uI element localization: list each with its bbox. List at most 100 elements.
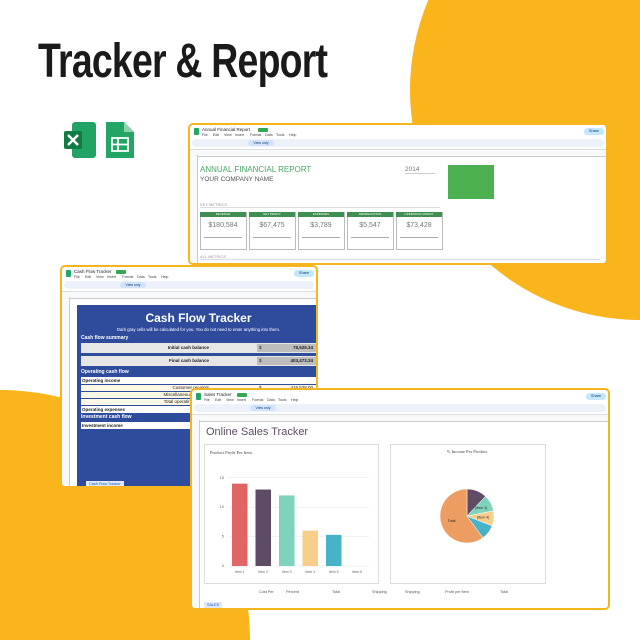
menu-item[interactable]: Edit: [215, 398, 222, 402]
column-header: [190, 149, 606, 157]
slice-label: Total: [448, 519, 456, 523]
tracker-title: Online Sales Tracker: [206, 426, 309, 438]
sheet-tab[interactable]: Cash Flow Tracker: [86, 481, 124, 486]
spreadsheet-window: Annual Financial Report File Edit View Inser…: [188, 123, 608, 265]
row-label: Initial cash balance: [167, 345, 209, 350]
menu-item[interactable]: File: [202, 133, 208, 137]
spreadsheet-window: Sales Tracker File Edit View Insert Format Dat…: [190, 388, 610, 610]
metric-header: DEPRECIATION: [347, 212, 393, 217]
menu-item[interactable]: Format: [122, 275, 134, 279]
currency: $: [259, 385, 262, 391]
column-label: Shipping: [372, 590, 387, 594]
column-header: [192, 414, 608, 422]
menu-item[interactable]: View: [96, 275, 104, 279]
data-row: [81, 356, 316, 366]
x-tick-label: Item 6: [352, 570, 362, 574]
year: 2014: [405, 166, 435, 174]
metric-value: $180,584: [208, 222, 238, 229]
menu-item[interactable]: Insert: [237, 398, 246, 402]
value-cell: [257, 357, 316, 365]
menu-item[interactable]: Insert: [235, 133, 244, 137]
row-header: [62, 297, 70, 486]
view-only[interactable]: View only: [250, 405, 276, 411]
subsection-row: Operating income: [81, 377, 316, 384]
menu-item[interactable]: Help: [291, 398, 299, 402]
toolbar: [64, 281, 314, 289]
menu-item[interactable]: Data: [265, 133, 273, 137]
currency: $: [259, 345, 262, 350]
y-tick-label: 15: [220, 475, 225, 480]
column-label: Profit per Item: [445, 590, 469, 594]
slice-label: (Item 4): [477, 515, 489, 519]
section-row: Cash flow summary: [81, 335, 129, 341]
row-label: Final cash balance: [168, 358, 209, 363]
app-icon: [196, 393, 201, 400]
column-label: Shipping: [405, 590, 420, 594]
badge: [257, 128, 268, 132]
metric-value: $3,789: [310, 222, 332, 229]
menu-item[interactable]: View: [226, 398, 234, 402]
metric-header: NET PROFIT: [249, 212, 295, 217]
share-button[interactable]: Share: [294, 270, 314, 277]
chart-title: % Income Per Product: [447, 449, 488, 454]
data-row: [81, 343, 316, 353]
menu-item[interactable]: Data: [137, 275, 145, 279]
share-button[interactable]: Share: [586, 393, 606, 400]
menu-item[interactable]: Insert: [107, 275, 116, 279]
y-tick-label: 0: [222, 563, 225, 568]
app-icon: [66, 270, 71, 277]
menu-item[interactable]: File: [74, 275, 80, 279]
bar: [325, 534, 342, 566]
app-icon: [194, 128, 199, 135]
company-name: YOUR COMPANY NAME: [200, 176, 274, 183]
chart-card: [204, 444, 379, 584]
bar: [278, 495, 295, 566]
menu-item[interactable]: File: [204, 398, 210, 402]
column-label: Cost Per: [259, 590, 274, 594]
excel-icon: [64, 122, 96, 158]
sparkline: [351, 237, 389, 238]
pie-chart: % Income Per Product (Item 1) (Item 4) Tota…: [439, 449, 495, 544]
section-label: ALL METRICS: [200, 254, 600, 260]
view-only[interactable]: View only: [248, 140, 274, 146]
row-header: [190, 155, 198, 263]
currency: $: [259, 358, 262, 363]
menu-item[interactable]: Format: [252, 398, 264, 402]
menu-item[interactable]: View: [224, 133, 232, 137]
menu-item[interactable]: Tools: [148, 275, 157, 279]
metric-value: $5,547: [359, 222, 381, 229]
menu-item[interactable]: Edit: [213, 133, 220, 137]
note-box: [448, 165, 494, 199]
menu-item[interactable]: Format: [250, 133, 262, 137]
metric-card: [249, 212, 296, 250]
row-value: 78,525.34: [292, 345, 313, 350]
menu-item[interactable]: Help: [161, 275, 169, 279]
metric-card: [298, 212, 345, 250]
column-label: Total: [332, 590, 341, 594]
tracker-subtitle: Dark gray cells will be calculated for y…: [116, 327, 281, 332]
y-tick-label: 10: [220, 504, 225, 509]
menu-item[interactable]: Tools: [278, 398, 287, 402]
row-value: 403,473.34: [290, 358, 313, 363]
x-tick-label: Item 3: [282, 570, 292, 574]
sheet-tab[interactable]: SALES: [204, 602, 223, 608]
metric-header: REVENUE: [200, 212, 246, 217]
x-tick-label: Item 5: [329, 570, 339, 574]
menu-item[interactable]: Data: [267, 398, 275, 402]
menu-item[interactable]: Tools: [276, 133, 285, 137]
metric-header: EXPENSES: [298, 212, 344, 217]
metric-value: $67,475: [259, 222, 285, 229]
y-tick-label: 5: [222, 534, 225, 539]
x-tick-label: Item 2: [258, 570, 268, 574]
share-button[interactable]: Share: [584, 128, 604, 135]
toolbar: [194, 404, 606, 412]
bar: [302, 530, 319, 566]
row-value: 416,528.00: [263, 385, 313, 391]
column-label: Total: [500, 590, 509, 594]
sparkline: [204, 237, 242, 238]
menu-item[interactable]: Help: [289, 133, 297, 137]
pie-slice: [439, 488, 484, 544]
view-only[interactable]: View only: [120, 282, 146, 288]
menu-item[interactable]: Edit: [85, 275, 92, 279]
